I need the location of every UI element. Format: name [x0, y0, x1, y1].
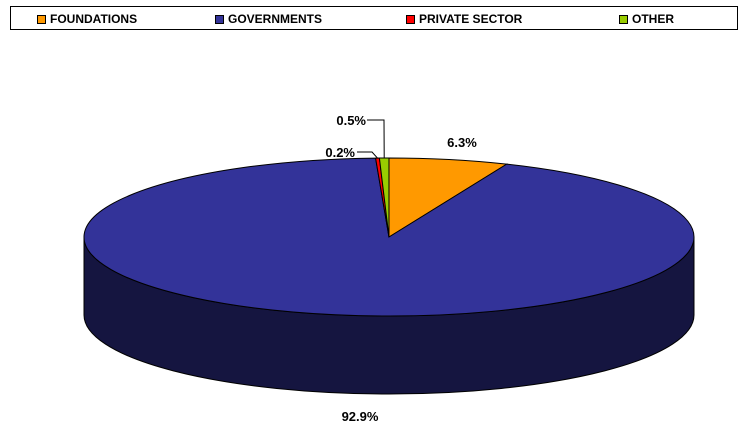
leader-lines — [357, 119, 385, 159]
data-label-other: 0.5% — [336, 113, 366, 128]
legend-item-governments: GOVERNMENTS — [215, 11, 322, 27]
legend-swatch-private-sector — [406, 14, 415, 24]
legend-label-foundations: FOUNDATIONS — [50, 12, 138, 26]
pie-slice-governments — [83, 157, 695, 317]
legend-label-private-sector: PRIVATE SECTOR — [419, 12, 523, 26]
legend-item-private-sector: PRIVATE SECTOR — [406, 11, 522, 27]
data-labels: 6.3% 92.9% 0.2% 0.5% — [325, 113, 477, 423]
leader-line-other — [367, 119, 385, 159]
data-label-foundations: 6.3% — [447, 135, 477, 150]
pie-slice-foundations — [388, 157, 509, 238]
legend-label-governments: GOVERNMENTS — [228, 12, 323, 26]
legend-item-foundations: FOUNDATIONS — [37, 11, 137, 27]
leader-line-private-sector — [357, 151, 378, 159]
data-label-governments: 92.9% — [342, 409, 379, 423]
pie-tops — [83, 157, 695, 317]
legend-item-other: OTHER — [619, 11, 674, 27]
data-label-private-sector: 0.2% — [325, 145, 355, 160]
chart-legend: FOUNDATIONS GOVERNMENTS PRIVATE SECTOR O… — [10, 6, 738, 30]
legend-swatch-governments — [215, 14, 224, 24]
legend-swatch-foundations — [37, 14, 46, 24]
legend-label-other: OTHER — [632, 12, 674, 26]
legend-swatch-other — [619, 14, 628, 24]
